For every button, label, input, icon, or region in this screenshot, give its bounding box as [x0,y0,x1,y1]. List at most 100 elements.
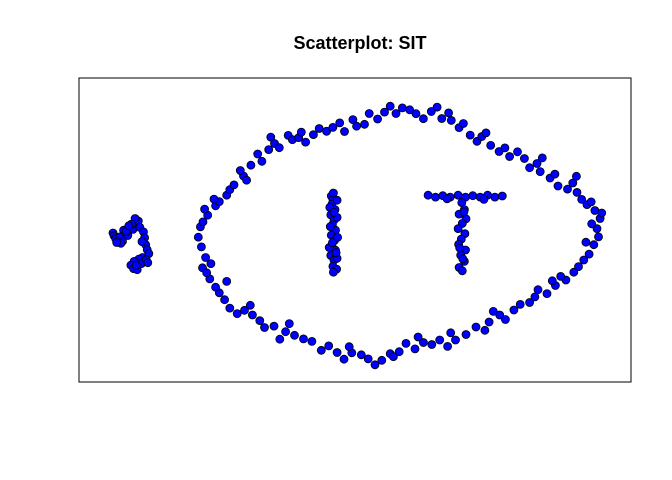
scatter-point [455,243,465,253]
scatter-point [391,109,401,118]
scatter-point [247,310,257,320]
scatter-point [308,130,318,140]
scatter-point [290,330,299,340]
scatter-point [209,194,219,204]
scatter-point [405,105,415,115]
scatter-point [137,237,147,247]
scatter-point [235,166,245,175]
scatter-point [579,255,589,265]
scatter-point [339,354,349,364]
scatter-point [314,124,324,133]
scatter-point [427,340,437,349]
scatter-point [556,271,566,281]
scatter-point [364,109,374,118]
scatter-point [574,262,583,272]
scatter-point [340,127,349,136]
scatter-point [131,261,141,270]
scatter-point [112,238,122,247]
scatter-point [553,181,563,191]
scatter-point [193,232,203,242]
scatter-point [589,240,599,250]
scatter-point [225,303,235,313]
scatter-point [299,334,308,344]
scatter-point [572,187,582,197]
scatter-point [513,147,522,157]
scatter-point [246,160,256,170]
chart-title: Scatterplot: SIT [293,33,426,53]
scatter-point [385,101,395,111]
scatter-point [332,348,342,357]
scatter-point [461,330,471,339]
scatter-point [329,207,339,217]
scatter-point [530,292,540,302]
scatter-point [335,118,345,128]
scatter-point [569,267,579,277]
scatter-point [446,328,456,338]
scatter-point [451,335,460,345]
scatter-point [373,114,383,124]
scatter-point [401,338,411,348]
scatter-point [242,175,252,185]
scatter-point [484,317,494,327]
scatter-point [465,130,475,140]
scatter-point [348,115,358,124]
scatter-point [370,360,380,370]
scatter-point [266,132,276,142]
scatter-point [388,352,398,362]
scatter-point [431,192,440,202]
scatter-point [344,342,354,352]
scatter-point [568,178,578,188]
scatter-point [275,334,285,344]
scatter-point [479,194,489,204]
scatter-point [581,237,591,247]
scatter-point [442,194,452,204]
scatter-point [222,276,232,286]
scatter-point [453,190,463,200]
scatter-point [200,204,210,214]
scatter-point [426,107,436,116]
scatter-point [211,282,221,292]
data-points [108,101,607,370]
scatter-point [324,341,334,351]
scatter-point [535,167,545,177]
scatter-point [490,192,500,202]
scatter-point [301,137,311,147]
scatter-point [509,305,519,315]
scatter-point [229,180,239,190]
scatter-point [572,171,581,181]
scatter-point [500,315,510,324]
scatter-point [206,259,216,269]
scatter-point [332,195,342,205]
scatter-point [457,266,467,276]
scatter-point [124,221,134,231]
scatter-point [480,325,490,335]
scatter-point [333,232,343,242]
scatter-point [257,156,267,166]
scatter-point [198,217,208,227]
scatter-point [586,197,596,207]
scatter-point [196,242,206,252]
scatter-point [563,184,572,194]
plot-frame [78,77,632,383]
scatter-point [418,114,428,124]
scatter-point [269,321,279,331]
scatter-point [453,224,463,234]
scatter-point [240,305,249,315]
scatter-point [577,194,587,204]
scatter-point [328,123,338,132]
scatter-point [443,341,453,351]
scatter-point [253,149,263,159]
scatter-point [525,163,534,173]
scatter-point [584,249,594,259]
scatter-point [542,289,552,299]
scatter-point [505,152,515,161]
scatter-point [245,300,255,310]
scatter-point [232,309,242,319]
scatter-point [201,253,211,262]
scatter-point [547,276,557,286]
scatter-point [423,190,433,200]
scatter-point [550,169,560,179]
scatter-point [532,159,542,168]
scatter-point [281,327,291,337]
scatter-point [143,258,153,268]
